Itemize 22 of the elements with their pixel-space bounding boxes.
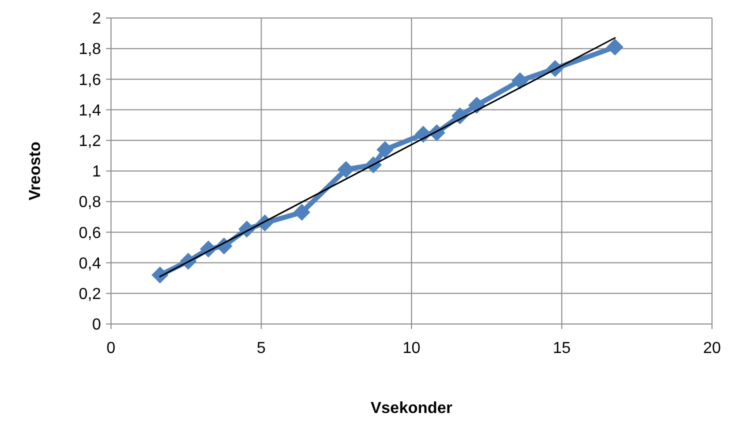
point [338, 160, 354, 178]
x-tick-label: 15 [552, 340, 571, 357]
x-axis-title: Vsekonder [370, 400, 452, 417]
y-tick-label: 0,6 [78, 224, 102, 242]
y-tick-label: 1,8 [78, 41, 102, 58]
x-tick-label: 20 [703, 340, 721, 357]
y-tick-label: 1,2 [78, 133, 102, 150]
y-axis-title: Vreosto [27, 141, 44, 200]
point [511, 72, 528, 90]
y-tick-label: 0,4 [78, 255, 102, 272]
y-tick-label: 0,8 [78, 194, 102, 212]
x-tick-label: 10 [402, 340, 420, 357]
x-tick-label: 5 [256, 340, 266, 357]
y-tick-label: 1 [92, 164, 102, 181]
x-tick-label: 0 [106, 340, 116, 357]
point [376, 141, 394, 158]
y-tick-label: 1,6 [78, 72, 102, 89]
point [293, 204, 310, 221]
y-tick-label: 1,4 [78, 102, 102, 120]
y-tick-label: 0,2 [78, 286, 102, 303]
y-tick-label: 0 [92, 316, 102, 334]
y-tick-label: 2 [92, 10, 102, 28]
